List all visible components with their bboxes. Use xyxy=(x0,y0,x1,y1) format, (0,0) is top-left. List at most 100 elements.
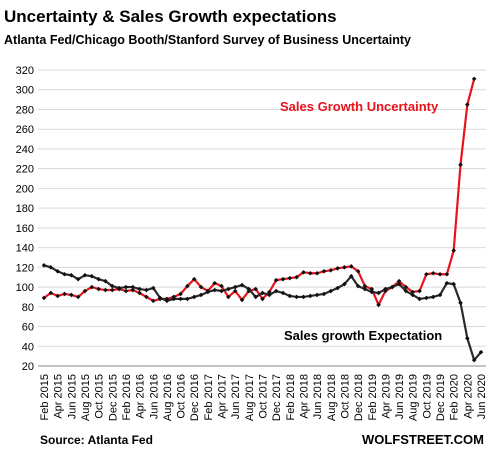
point xyxy=(96,276,101,282)
point xyxy=(178,296,183,302)
point xyxy=(410,292,416,298)
point xyxy=(424,295,429,301)
y-tick-label: 180 xyxy=(16,203,34,215)
y-tick-label: 20 xyxy=(22,361,34,373)
point xyxy=(478,349,484,355)
chart-subtitle: Atlanta Fed/Chicago Booth/Stanford Surve… xyxy=(4,33,411,47)
point xyxy=(451,281,456,287)
point xyxy=(273,277,279,283)
source: Source: Atlanta Fed xyxy=(40,433,153,447)
point xyxy=(267,292,272,298)
x-tick-label: Feb 2020 xyxy=(449,374,461,420)
point xyxy=(48,265,54,270)
y-tick-label: 100 xyxy=(16,282,34,294)
x-tick-label: Aug 2018 xyxy=(326,374,338,421)
point xyxy=(437,271,443,277)
point xyxy=(355,283,361,289)
y-tick-label: 220 xyxy=(16,164,34,176)
x-tick-label: Oct 2016 xyxy=(176,374,188,419)
y-tick-label: 300 xyxy=(16,85,34,97)
point xyxy=(62,271,67,277)
point xyxy=(348,264,354,269)
y-tick-label: 240 xyxy=(16,144,34,156)
point xyxy=(144,287,149,293)
x-tick-label: Apr 2018 xyxy=(298,374,310,419)
point xyxy=(253,286,258,292)
credit: WOLFSTREET.COM xyxy=(362,432,484,447)
point xyxy=(137,286,142,292)
point xyxy=(239,282,245,288)
x-tick-label: Feb 2018 xyxy=(285,374,297,420)
x-tick-label: Apr 2017 xyxy=(217,374,229,419)
x-tick-label: Dec 2016 xyxy=(189,374,201,421)
point xyxy=(403,288,409,294)
y-tick-label: 260 xyxy=(16,124,34,136)
point xyxy=(314,292,320,298)
point xyxy=(185,296,190,302)
point xyxy=(396,281,402,287)
point xyxy=(287,293,293,299)
x-tick-label: Feb 2015 xyxy=(39,374,51,420)
x-tick-label: Dec 2015 xyxy=(107,374,119,421)
x-tick-label: Aug 2017 xyxy=(244,374,256,421)
point xyxy=(362,283,368,289)
x-tick-label: Dec 2018 xyxy=(353,374,365,421)
x-tick-label: Aug 2019 xyxy=(408,374,420,421)
x-tick-label: Dec 2019 xyxy=(435,374,447,421)
chart-title: Uncertainty & Sales Growth expectations xyxy=(4,7,337,26)
point xyxy=(280,290,286,296)
point xyxy=(75,294,81,300)
point xyxy=(232,288,238,294)
point xyxy=(430,270,436,276)
point xyxy=(369,286,375,292)
point xyxy=(253,294,258,300)
point xyxy=(294,274,299,280)
point xyxy=(260,290,265,296)
point xyxy=(55,268,60,274)
x-tick-label: Apr 2016 xyxy=(135,374,147,419)
point xyxy=(342,281,347,287)
point xyxy=(389,284,395,290)
y-tick-label: 60 xyxy=(22,322,34,334)
point xyxy=(437,292,443,298)
y-tick-label: 80 xyxy=(22,302,34,314)
point xyxy=(41,263,47,268)
point xyxy=(335,285,340,291)
x-tick-label: Feb 2017 xyxy=(203,374,215,420)
point xyxy=(130,287,136,293)
point xyxy=(205,289,211,295)
y-tick-label: 160 xyxy=(16,223,34,235)
point xyxy=(362,286,368,292)
point xyxy=(328,288,334,294)
point xyxy=(383,286,388,292)
x-tick-label: Jun 2016 xyxy=(148,374,160,419)
x-tick-label: Oct 2019 xyxy=(421,374,433,419)
point xyxy=(69,272,74,278)
point xyxy=(321,291,327,297)
point xyxy=(109,283,115,289)
point xyxy=(430,294,436,300)
x-tick-label: Oct 2018 xyxy=(339,374,351,419)
point xyxy=(41,295,47,301)
point xyxy=(75,276,81,282)
point xyxy=(307,270,313,276)
point xyxy=(246,286,252,292)
point xyxy=(444,280,450,286)
point xyxy=(273,288,279,294)
x-tick-label: Jun 2017 xyxy=(230,374,242,419)
x-tick-label: Apr 2019 xyxy=(380,374,392,419)
point xyxy=(403,284,409,290)
point xyxy=(89,284,95,290)
point xyxy=(239,297,245,303)
point xyxy=(212,280,218,286)
point xyxy=(471,357,477,363)
point xyxy=(185,283,190,289)
x-tick-label: Aug 2016 xyxy=(162,374,174,421)
x-tick-label: Oct 2017 xyxy=(258,374,270,419)
x-tick-label: Feb 2016 xyxy=(121,374,133,420)
y-tick-label: 140 xyxy=(16,243,34,255)
x-tick-label: Apr 2015 xyxy=(53,374,65,419)
x-tick-label: Oct 2015 xyxy=(94,374,106,419)
point xyxy=(444,271,450,277)
point xyxy=(307,293,313,299)
